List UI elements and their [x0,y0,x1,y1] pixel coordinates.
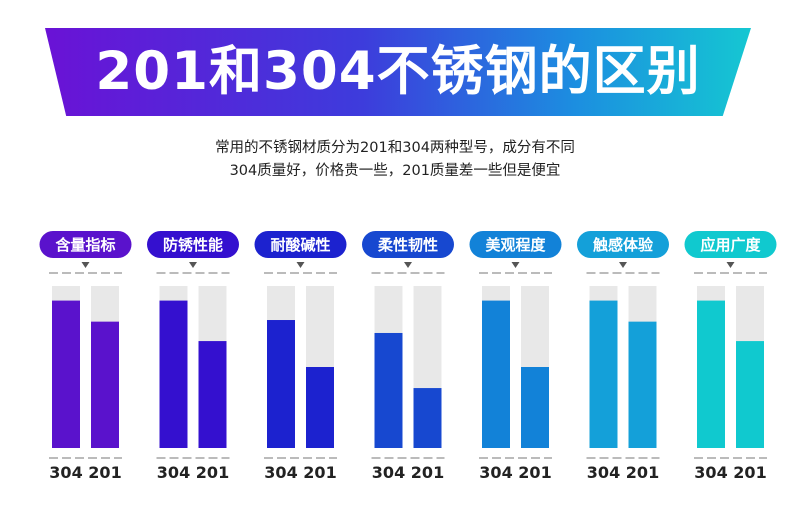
group-7-label: 应用广度 [700,236,761,254]
group-5-bar-304 [482,300,510,448]
group-4-xlabel-201: 201 [411,463,444,482]
group-2-xlabel-201: 201 [196,463,229,482]
group-6-marker-icon [619,262,627,268]
group-3-xlabel-201: 201 [303,463,336,482]
group-7-xlabel-201: 201 [733,463,766,482]
group-5-label: 美观程度 [485,236,546,254]
group-1-xlabel-201: 201 [88,463,121,482]
group-5-xlabel-201: 201 [518,463,551,482]
group-2-xlabel-304: 304 [157,463,190,482]
group-3-label: 耐酸碱性 [270,236,330,254]
subtitle-line-2: 304质量好，价格贵一些，201质量差一些但是便宜 [229,163,561,179]
group-1-xlabel-304: 304 [49,463,82,482]
group-6-xlabel-304: 304 [587,463,620,482]
group-1-bar-304 [52,300,80,448]
group-4-xlabel-304: 304 [372,463,405,482]
title-banner [45,28,751,116]
group-2-marker-icon [189,262,197,268]
group-3-label-pill [254,231,347,258]
group-1-label-pill [39,231,132,258]
group-4-bar-201 [413,388,442,448]
group-6-bar-201 [628,321,657,448]
group-6-bar-304 [589,300,618,448]
group-2-label-pill [147,231,239,258]
page-title: 201和304不锈钢的区别 [95,41,701,102]
group-7-bar-304 [697,300,725,448]
group-3-bar-201 [306,367,334,448]
group-4-marker-icon [404,262,412,268]
group-6-label: 触感体验 [593,236,654,254]
group-1-marker-icon [81,262,90,268]
group-2-label: 防锈性能 [163,236,223,254]
group-3-xlabel-304: 304 [264,463,297,482]
group-1-label: 含量指标 [55,236,115,254]
group-7-xlabel-304: 304 [694,463,727,482]
group-3-marker-icon [296,262,305,268]
group-7-marker-icon [726,262,735,268]
subtitle-line-1: 常用的不锈钢材质分为201和304两种型号，成分有不同 [215,140,575,156]
group-5-bar-201 [521,367,549,448]
group-4-bar-304 [374,332,403,448]
group-5-label-pill [469,231,562,258]
group-6-xlabel-201: 201 [626,463,659,482]
group-5-marker-icon [511,262,520,268]
group-2-bar-201 [198,341,227,448]
group-3-bar-304 [267,320,295,448]
group-4-label: 柔性韧性 [378,236,438,254]
group-6-label-pill [577,231,669,258]
group-2-bar-304 [159,300,188,448]
group-4-label-pill [362,231,454,258]
group-5-xlabel-304: 304 [479,463,512,482]
group-7-label-pill [684,231,777,258]
group-1-bar-201 [91,321,119,448]
group-7-bar-201 [736,341,764,448]
